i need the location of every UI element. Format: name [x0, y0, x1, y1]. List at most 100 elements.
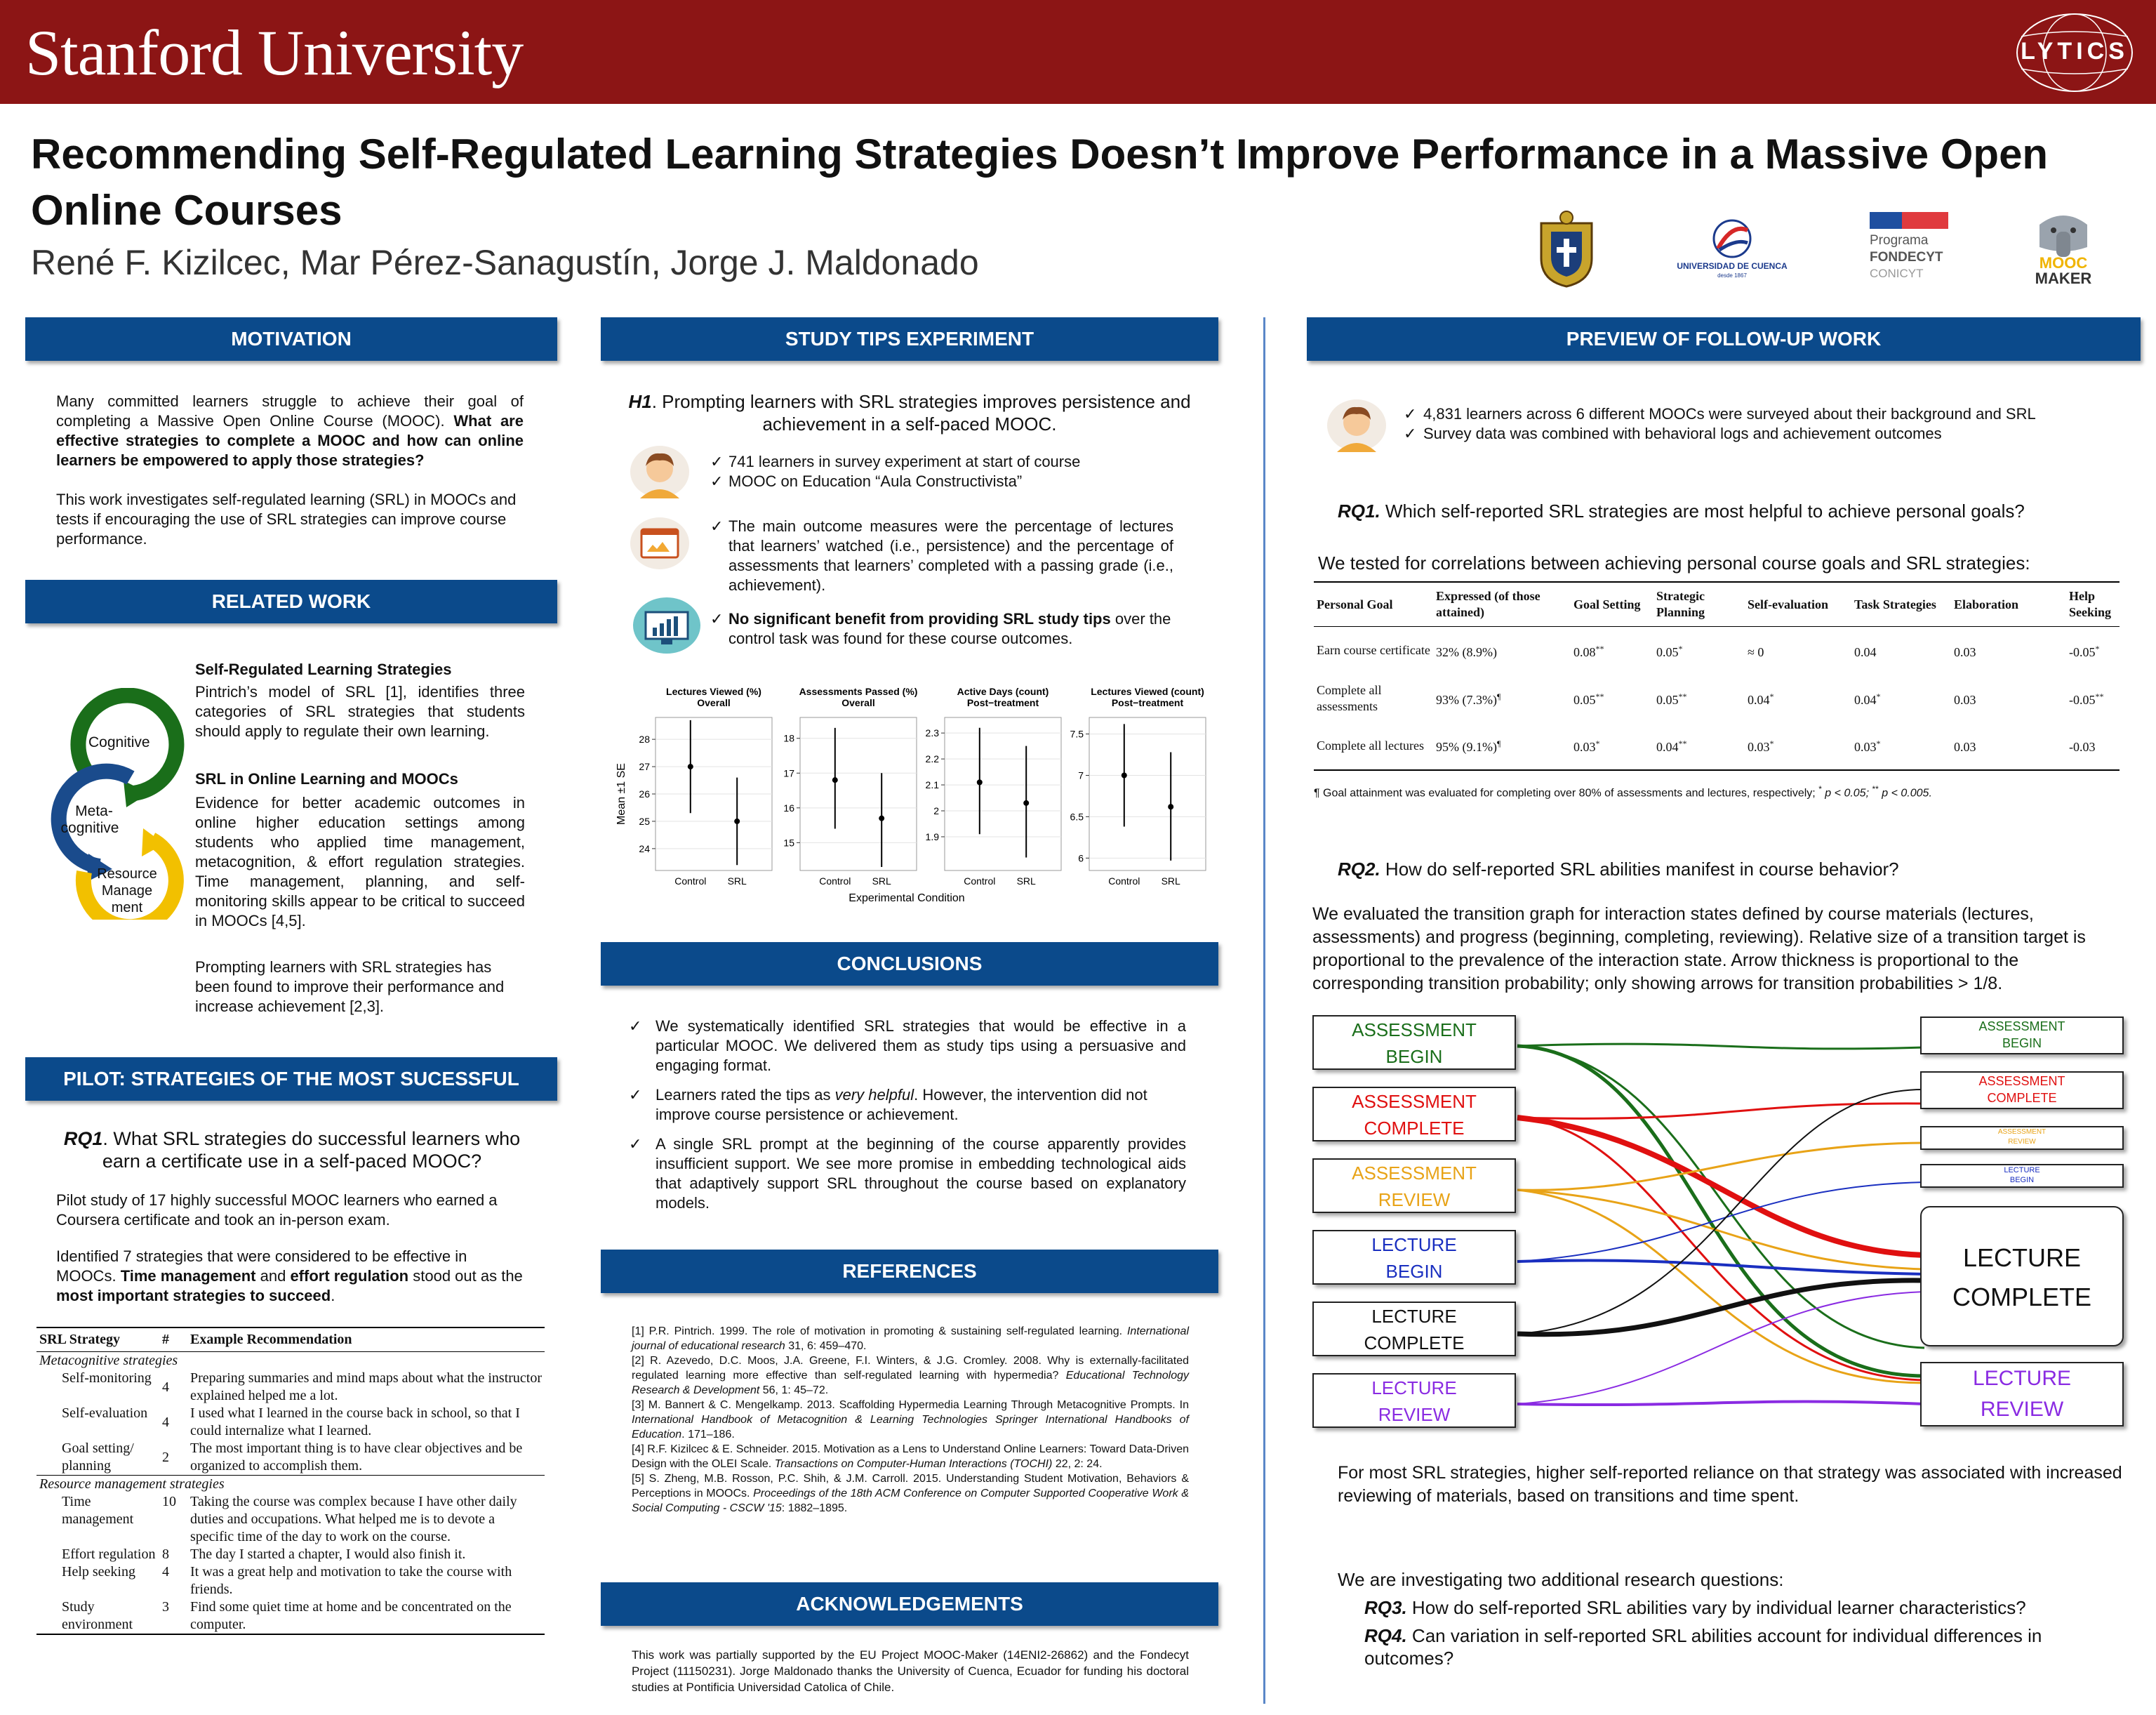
- correlation-cell: 0.03: [1954, 644, 1976, 659]
- col-example: Example Recommendation: [187, 1327, 545, 1352]
- rq2-label: RQ2.: [1338, 859, 1380, 880]
- node-line-1: ASSESSMENT: [1352, 1019, 1477, 1040]
- col-help-seeking: Help Seeking: [2066, 581, 2120, 627]
- lecture-video-icon: [630, 517, 689, 570]
- checkmark-icon: ✓: [710, 610, 724, 628]
- node-line-2: COMPLETE: [1364, 1332, 1465, 1353]
- acknowledgements-text: This work was partially supported by the…: [632, 1648, 1189, 1694]
- checkmark-icon: ✓: [710, 517, 724, 535]
- column-divider: [1263, 317, 1265, 1704]
- crest-icon: [1540, 211, 1593, 288]
- x-axis-label: Experimental Condition: [849, 892, 964, 904]
- left-state-node: ASSESSMENT REVIEW: [1312, 1158, 1516, 1213]
- count-cell: 4: [162, 1379, 169, 1395]
- hypothesis-text: . Prompting learners with SRL strategies…: [651, 391, 1191, 435]
- rq4-text: Can variation in self-reported SRL abili…: [1364, 1625, 2042, 1669]
- motivation-paragraph-2: This work investigates self-regulated le…: [56, 491, 517, 548]
- followup-rq2: RQ2. How do self-reported SRL abilities …: [1338, 858, 2110, 880]
- x-tick-label: SRL: [1017, 875, 1036, 887]
- experiment-bullet-4: No significant benefit from providing SR…: [728, 609, 1173, 649]
- rq1-text: Which self-reported SRL strategies are m…: [1380, 501, 2025, 522]
- experiment-bullet-1: 741 learners in survey experiment at sta…: [728, 453, 1081, 470]
- correlation-cell: ≈ 0: [1748, 644, 1764, 659]
- learner-avatar-icon: [630, 444, 689, 498]
- node-line-1: ASSESSMENT: [1997, 1128, 2047, 1136]
- ref2-c: 56, 1: 45–72.: [759, 1384, 829, 1396]
- y-tick-label: 2: [933, 805, 939, 816]
- motivation-paragraph-1: Many committed learners struggle to achi…: [56, 392, 524, 470]
- mean-point: [976, 779, 983, 786]
- cuenca-name: UNIVERSIDAD DE CUENCA: [1677, 261, 1788, 271]
- mean-point: [832, 777, 838, 783]
- y-tick-label: 1.9: [926, 831, 940, 842]
- table-row: Complete all assessments 93% (7.3%)¶ 0.05*…: [1314, 675, 2120, 722]
- rq3-text: How do self-reported SRL abilities vary …: [1406, 1597, 2026, 1618]
- experiment-chart-svg: Lectures Viewed (%)Overall2425262728Cont…: [615, 686, 1206, 904]
- mean-point: [879, 815, 885, 821]
- table-header-row: Personal Goal Expressed (of those attain…: [1314, 581, 2120, 627]
- fondecyt-logo: Programa FONDECYT CONICYT: [1870, 212, 1954, 285]
- node-line-2: REVIEW: [2008, 1138, 2036, 1146]
- pilot-paragraph-2: Identified 7 strategies that were consid…: [56, 1247, 524, 1306]
- strategy-cell: Time management: [62, 1494, 134, 1527]
- footnote-c: p < 0.005.: [1878, 787, 1932, 800]
- y-axis-label: Mean ±1 SE: [615, 763, 627, 825]
- lytics-label: LYTICS: [2021, 38, 2129, 65]
- transition-graph: [1307, 1011, 2135, 1432]
- table-header-row: SRL Strategy # Example Recommendation: [36, 1327, 545, 1352]
- references-heading: REFERENCES: [601, 1250, 1218, 1293]
- conclusion-2: Learners rated the tips as very helpful.…: [656, 1085, 1186, 1125]
- y-tick-label: 6.5: [1070, 811, 1084, 822]
- table-row: Self-evaluation 4 I used what I learned …: [36, 1405, 545, 1440]
- table-row: Study environment 3 Find some quiet time…: [36, 1598, 545, 1635]
- left-state-node: LECTURE COMPLETE: [1312, 1302, 1516, 1356]
- ref2-a: [2] R. Azevedo, D.C. Moos, J.A. Greene, …: [632, 1355, 1189, 1382]
- panel-title: Active Days (count): [957, 686, 1049, 697]
- expressed-cell: 32% (8.9%): [1436, 644, 1497, 659]
- strategy-cell: Help seeking: [62, 1564, 135, 1580]
- strategy-cell: Effort regulation: [62, 1547, 156, 1562]
- srl-cycle-diagram: Cognitive Meta- cognitive Resource Manag…: [39, 687, 201, 935]
- panel-title: Assessments Passed (%): [799, 686, 918, 697]
- panel-subtitle: Overall: [841, 697, 874, 708]
- ref5-a: [5] S. Zheng, M.B. Rosson, P.C. Shih, & …: [632, 1473, 1189, 1499]
- y-tick-label: 7: [1078, 769, 1084, 781]
- y-tick-label: 25: [639, 816, 650, 827]
- panel-subtitle: Post−treatment: [967, 697, 1039, 708]
- y-tick-label: 6: [1078, 852, 1084, 863]
- cuenca-since: desde 1867: [1717, 272, 1747, 279]
- experiment-heading: STUDY TIPS EXPERIMENT: [601, 317, 1218, 361]
- footnote-b: p < 0.05;: [1821, 787, 1870, 800]
- goal-cell: Complete all lectures: [1314, 722, 1433, 771]
- col-self-evaluation: Self-evaluation: [1745, 581, 1851, 627]
- y-tick-label: 24: [639, 843, 650, 854]
- correlation-cell: 0.03*: [1851, 722, 1951, 771]
- lytics-logo: LYTICS: [2014, 11, 2135, 94]
- ref5-b: Proceedings of the 18th ACM Conference o…: [632, 1488, 1189, 1514]
- col-expressed: Expressed (of those attained): [1433, 581, 1571, 627]
- correlation-cell: 0.04: [1854, 644, 1877, 659]
- flag-blue: [1870, 212, 1902, 229]
- correlation-cell: 0.03: [1951, 722, 2066, 771]
- table-row: Help seeking 4 It was a great help and m…: [36, 1563, 545, 1598]
- mean-point: [687, 764, 693, 770]
- cuenca-logo: UNIVERSIDAD DE CUENCA desde 1867: [1669, 218, 1795, 282]
- pilot-rq1: RQ1. What SRL strategies do successful l…: [60, 1127, 524, 1172]
- more-questions-intro: We are investigating two additional rese…: [1338, 1569, 1784, 1590]
- right-state-node: LECTURE COMPLETE: [1920, 1206, 2124, 1346]
- ref1-b: International journal of educational res…: [632, 1325, 1189, 1352]
- cuenca-emblem-icon: [1712, 219, 1752, 258]
- example-cell: The most important thing is to have clea…: [190, 1441, 523, 1474]
- conclusion-3: A single SRL prompt at the beginning of …: [656, 1135, 1186, 1212]
- y-tick-label: 2.3: [926, 727, 940, 739]
- table-row: Earn course certificate 32% (8.9%) 0.08** 0…: [1314, 627, 2120, 675]
- learner-avatar-icon: [1326, 397, 1387, 452]
- related-paragraph-2: Evidence for better academic outcomes in…: [195, 794, 525, 929]
- fondecyt-line3: CONICYT: [1870, 267, 1924, 280]
- group-metacognitive: Metacognitive strategies: [39, 1353, 178, 1368]
- col-personal-goal: Personal Goal: [1314, 581, 1433, 627]
- correlation-intro: We tested for correlations between achie…: [1318, 552, 2030, 574]
- table-row: Self-monitoring 4 Preparing summaries an…: [36, 1370, 545, 1405]
- cycle-label-resource-3: ment: [111, 900, 143, 915]
- y-tick-label: 28: [639, 734, 650, 745]
